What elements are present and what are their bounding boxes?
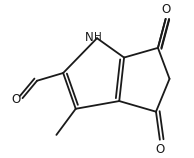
Text: O: O xyxy=(155,143,165,156)
Text: N: N xyxy=(84,31,93,44)
Text: O: O xyxy=(11,93,21,106)
Text: O: O xyxy=(161,3,170,16)
Text: H: H xyxy=(94,32,102,42)
